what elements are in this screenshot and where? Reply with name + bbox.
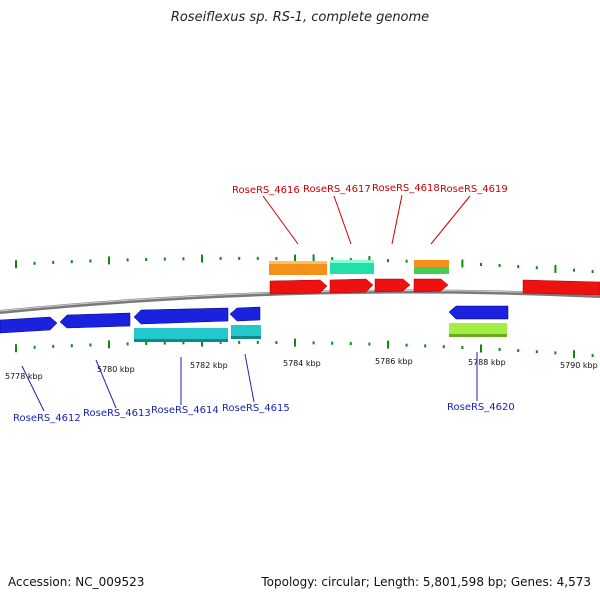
gene-arrow-rosers-4612[interactable] xyxy=(0,316,58,334)
gene-arrow-rosers-4615[interactable] xyxy=(229,306,261,322)
position-axis: 5778 kbp 5780 kbp 5782 kbp 5784 kbp 5786… xyxy=(5,357,598,381)
feature-bar-lime[interactable] xyxy=(449,323,507,337)
feature-bar-orange-2[interactable] xyxy=(414,260,449,267)
map-title: Roseiflexus sp. RS-1, complete genome xyxy=(170,10,430,25)
gene-label-rosers-4614[interactable]: RoseRS_4614 xyxy=(151,405,219,416)
feature-bar-orange-1[interactable] xyxy=(269,261,327,275)
gene-label-rosers-4615[interactable]: RoseRS_4615 xyxy=(222,403,290,414)
top-leader-lines xyxy=(262,194,471,245)
gene-arrow-rosers-4613[interactable] xyxy=(59,312,131,329)
gc-track-bottom xyxy=(15,338,594,359)
tick-label: 5790 kbp xyxy=(560,361,598,370)
genome-summary: Topology: circular; Length: 5,801,598 bp… xyxy=(261,575,591,589)
gene-arrow-rosers-4619[interactable] xyxy=(413,278,449,293)
feature-bar-teal-1[interactable] xyxy=(134,328,228,342)
tick-label: 5780 kbp xyxy=(97,365,135,374)
reverse-feature-bars xyxy=(134,323,507,342)
gene-label-rosers-4613[interactable]: RoseRS_4613 xyxy=(83,408,151,419)
gene-label-rosers-4616[interactable]: RoseRS_4616 xyxy=(232,185,300,196)
bottom-leader-lines xyxy=(21,352,478,412)
feature-bar-mint[interactable] xyxy=(330,260,374,274)
gene-arrow-rosers-4620[interactable] xyxy=(448,305,509,320)
gene-label-rosers-4612[interactable]: RoseRS_4612 xyxy=(13,413,81,424)
top-gene-labels: RoseRS_4616 RoseRS_4617 RoseRS_4618 Rose… xyxy=(232,183,508,196)
tick-label: 5782 kbp xyxy=(190,361,228,370)
gene-label-rosers-4618[interactable]: RoseRS_4618 xyxy=(372,183,440,194)
feature-bar-green[interactable] xyxy=(414,267,449,274)
gene-arrow-rosers-4614[interactable] xyxy=(133,307,229,325)
gene-label-rosers-4619[interactable]: RoseRS_4619 xyxy=(440,184,508,195)
bottom-gene-labels: RoseRS_4612 RoseRS_4613 RoseRS_4614 Rose… xyxy=(13,402,515,424)
reverse-strand-genes xyxy=(0,305,509,334)
accession-label: Accession: NC_009523 xyxy=(8,575,145,589)
tick-label: 5778 kbp xyxy=(5,372,43,381)
gene-label-rosers-4620[interactable]: RoseRS_4620 xyxy=(447,402,515,413)
gene-arrow-rosers-4617[interactable] xyxy=(329,278,374,294)
feature-bar-teal-2[interactable] xyxy=(231,325,261,339)
tick-label: 5788 kbp xyxy=(468,358,506,367)
gene-label-rosers-4617[interactable]: RoseRS_4617 xyxy=(303,184,371,195)
gene-arrow-rosers-4616[interactable] xyxy=(269,279,328,295)
tick-label: 5784 kbp xyxy=(283,359,321,368)
gene-arrow-offscreen-right[interactable] xyxy=(522,279,600,296)
forward-feature-bars xyxy=(269,260,449,275)
gene-arrow-rosers-4618[interactable] xyxy=(374,278,411,293)
forward-strand-genes xyxy=(269,278,600,296)
genome-backbone xyxy=(0,289,600,314)
tick-label: 5786 kbp xyxy=(375,357,413,366)
